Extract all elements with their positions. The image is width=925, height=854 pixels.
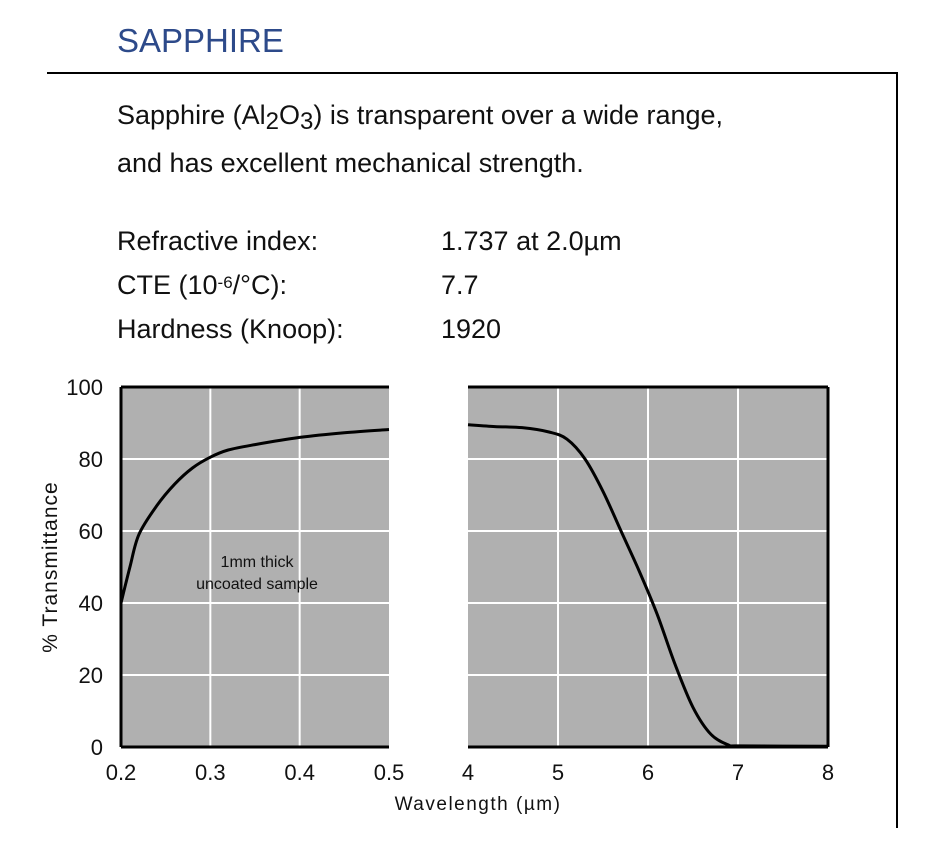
description-line-1: Sapphire (Al2O3) is transparent over a w… (117, 92, 877, 140)
plot-background (121, 387, 389, 747)
property-row: Hardness (Knoop): 1920 (117, 307, 622, 351)
x-axis-label: Wavelength (µm) (395, 794, 562, 815)
text: O (278, 100, 300, 130)
property-value: 7.7 (441, 270, 479, 300)
x-tick-label: 0.5 (374, 760, 405, 785)
properties-table: Refractive index: 1.737 at 2.0µm CTE (10-… (117, 219, 622, 351)
x-tick-label: 0.2 (106, 760, 137, 785)
property-label: Hardness (Knoop): (117, 314, 344, 344)
subscript: 2 (265, 108, 279, 135)
text: Sapphire (Al (117, 100, 266, 130)
y-tick-label: 60 (79, 519, 103, 544)
superscript: -6 (217, 273, 233, 292)
property-value: 1.737 at 2.0µm (441, 226, 622, 256)
y-tick-label: 100 (66, 375, 103, 400)
x-tick-label: 8 (822, 760, 834, 785)
y-tick-label: 20 (79, 663, 103, 688)
page-title: SAPPHIRE (117, 22, 284, 59)
text: /°C): (232, 270, 287, 300)
y-tick-label: 0 (91, 735, 103, 760)
property-label: Refractive index: (117, 226, 319, 256)
y-tick-label: 80 (79, 447, 103, 472)
x-tick-label: 5 (552, 760, 564, 785)
transmittance-line (467, 423, 829, 748)
x-tick-label: 0.3 (195, 760, 226, 785)
text: ) is transparent over a wide range, (313, 100, 724, 130)
chart-annotation: 1mm thick (221, 554, 295, 571)
x-tick-label: 4 (462, 760, 474, 785)
frame-top-rule (47, 72, 898, 74)
subscript: 3 (299, 108, 314, 135)
description-line-2: and has excellent mechanical strength. (117, 148, 584, 178)
frame-right-rule (896, 72, 898, 828)
transmittance-line (119, 427, 390, 604)
y-tick-label: 40 (79, 591, 103, 616)
x-tick-label: 7 (732, 760, 744, 785)
description: Sapphire (Al2O3) is transparent over a w… (117, 92, 877, 186)
property-row: CTE (10-6/°C): 7.7 (117, 263, 622, 307)
property-label: CTE (10-6/°C): (117, 263, 441, 307)
x-tick-label: 6 (642, 760, 654, 785)
y-axis-label: % Transmittance (39, 481, 62, 652)
x-tick-label: 0.4 (284, 760, 315, 785)
property-value: 1920 (441, 314, 502, 344)
property-row: Refractive index: 1.737 at 2.0µm (117, 219, 622, 263)
text: CTE (10 (117, 270, 218, 300)
chart-annotation: uncoated sample (196, 576, 318, 593)
